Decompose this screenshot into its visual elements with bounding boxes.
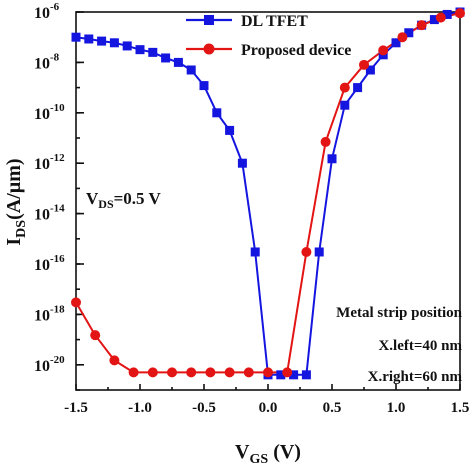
- y-tick-label: 10-16: [34, 253, 65, 274]
- y-axis-label: IDS(A/µm): [3, 158, 29, 245]
- data-point-proposed: [339, 82, 350, 93]
- data-point-proposed: [90, 330, 101, 341]
- data-point-proposed: [167, 367, 177, 378]
- data-point-proposed: [378, 45, 389, 56]
- metal-strip-left: X.left=40 nm: [378, 338, 462, 354]
- x-axis-label: VGS (V): [235, 441, 301, 467]
- y-tick-label: 10-8: [34, 51, 60, 72]
- x-tick-label: 0.5: [323, 400, 342, 416]
- data-point-dl-tfet: [340, 100, 350, 110]
- data-point-dl-tfet: [237, 158, 247, 168]
- legend: DL TFET Proposed device: [186, 13, 351, 59]
- data-point-dl-tfet: [429, 15, 439, 25]
- data-point-proposed: [186, 367, 197, 378]
- data-point-proposed: [435, 12, 446, 23]
- data-point-proposed: [243, 367, 254, 378]
- y-axis-label-main: I: [3, 238, 25, 246]
- data-point-proposed: [224, 367, 235, 378]
- data-point-dl-tfet: [327, 154, 337, 164]
- x-tick-label: -0.5: [192, 400, 216, 416]
- data-point-proposed: [109, 355, 120, 366]
- data-point-dl-tfet: [404, 28, 414, 38]
- y-tick-label: 10-18: [34, 303, 65, 324]
- x-tick-label: 0.0: [259, 400, 278, 416]
- data-point-dl-tfet: [84, 34, 94, 44]
- data-point-dl-tfet: [225, 125, 235, 135]
- vds-main: V: [86, 189, 99, 208]
- x-tick-label: 1.5: [451, 400, 470, 416]
- data-point-proposed: [282, 367, 293, 378]
- data-point-proposed: [455, 8, 465, 19]
- vds-value: =0.5 V: [114, 189, 162, 208]
- data-point-dl-tfet: [365, 65, 375, 75]
- x-tick-label: -1.5: [64, 400, 88, 416]
- y-tick-label: 10-20: [34, 354, 65, 375]
- metal-strip-right: X.right=60 nm: [368, 369, 463, 385]
- data-point-dl-tfet: [122, 41, 132, 51]
- data-point-proposed: [71, 297, 81, 308]
- data-point-proposed: [147, 367, 158, 378]
- data-point-dl-tfet: [289, 370, 299, 380]
- x-tick-label: -1.0: [128, 400, 152, 416]
- metal-strip-title: Metal strip position: [336, 305, 462, 321]
- data-point-proposed: [320, 136, 331, 147]
- data-point-dl-tfet: [314, 247, 324, 257]
- data-point-dl-tfet: [442, 9, 452, 19]
- data-point-dl-tfet: [161, 53, 171, 63]
- y-axis-label-sub: DS: [14, 220, 29, 238]
- data-point-dl-tfet: [391, 38, 401, 48]
- data-point-dl-tfet: [71, 32, 81, 42]
- data-point-dl-tfet: [173, 57, 183, 67]
- x-axis-label-main: V: [235, 441, 250, 463]
- data-point-dl-tfet: [276, 370, 286, 380]
- legend-entry-proposed: Proposed device: [186, 42, 351, 59]
- y-tick-label: 10-10: [34, 102, 65, 123]
- data-point-proposed: [416, 20, 427, 31]
- data-point-proposed: [263, 367, 273, 378]
- markers: [71, 7, 465, 380]
- legend-label-proposed: Proposed device: [241, 42, 351, 59]
- data-point-proposed: [397, 32, 408, 43]
- data-point-proposed: [205, 367, 216, 378]
- vds-sub: DS: [98, 197, 114, 211]
- data-point-dl-tfet: [212, 108, 222, 118]
- data-point-dl-tfet: [199, 81, 209, 91]
- data-point-dl-tfet: [250, 247, 260, 257]
- x-tick-label: 1.0: [387, 400, 406, 416]
- y-tick-label: 10-6: [34, 1, 60, 22]
- y-axis-label-unit: (A/µm): [3, 158, 25, 220]
- x-axis-label-sub: GS: [250, 452, 269, 467]
- data-point-dl-tfet: [353, 83, 363, 93]
- data-point-dl-tfet: [301, 370, 311, 380]
- data-point-proposed: [128, 367, 139, 378]
- data-point-dl-tfet: [186, 65, 196, 75]
- data-point-proposed: [359, 59, 369, 70]
- data-point-dl-tfet: [109, 38, 119, 48]
- data-point-dl-tfet: [135, 45, 145, 55]
- vds-annotation: VDS=0.5 V: [86, 189, 162, 211]
- data-point-dl-tfet: [97, 36, 107, 46]
- legend-label-dl-tfet: DL TFET: [241, 13, 308, 30]
- metal-strip-annotation: Metal strip position X.left=40 nm X.righ…: [336, 305, 462, 385]
- x-axis-label-unit: (V): [268, 441, 301, 463]
- data-point-proposed: [301, 246, 312, 257]
- y-tick-label: 10-12: [34, 152, 65, 173]
- data-point-dl-tfet: [148, 47, 158, 57]
- ticks: -1.5 -1.0 -0.5 0.0 0.5 1.0 1.5 10-6 10-8 10-10 10-…: [34, 1, 469, 416]
- legend-entry-dl-tfet: DL TFET: [186, 13, 308, 30]
- y-tick-label: 10-14: [34, 203, 65, 224]
